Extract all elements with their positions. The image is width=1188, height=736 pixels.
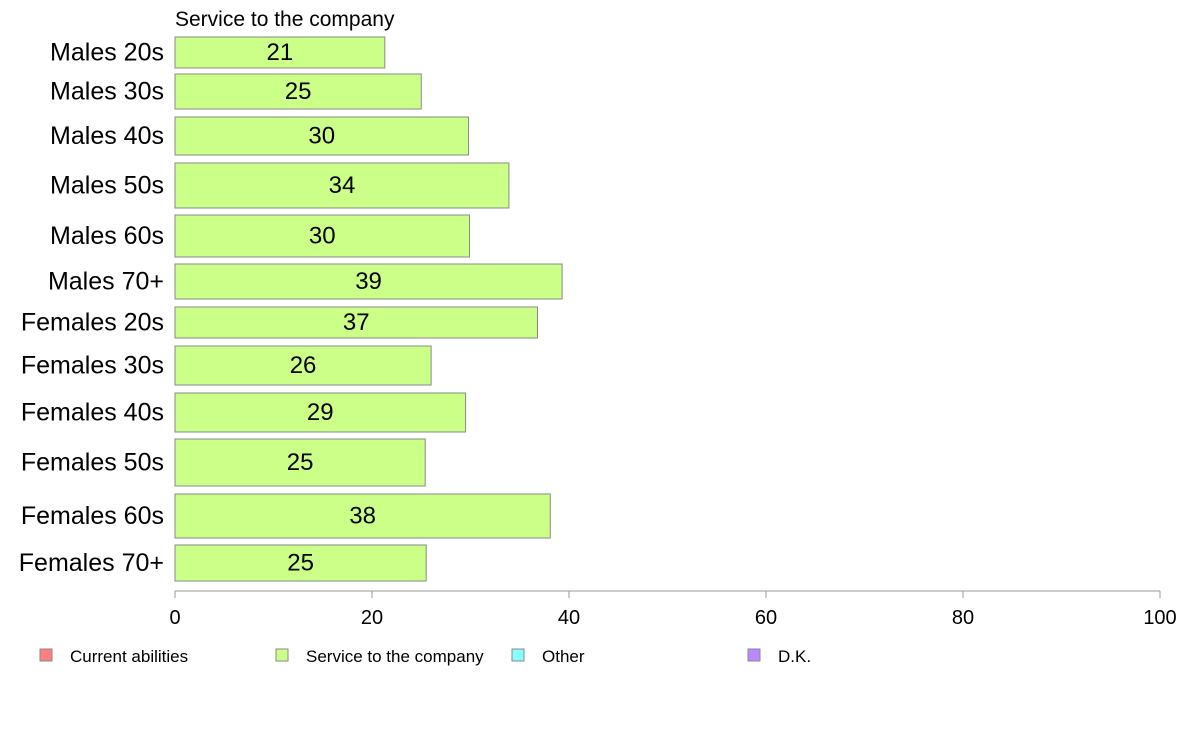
data-label: 25	[287, 449, 314, 476]
category-label: Females 30s	[21, 352, 164, 380]
x-axis: 0 20 40 60 80 100	[169, 590, 1177, 629]
legend-swatch	[275, 648, 289, 662]
bar	[174, 116, 470, 156]
category-label: Males 40s	[50, 122, 164, 150]
x-tick-label: 40	[558, 607, 580, 629]
category-label: Females 50s	[21, 449, 164, 477]
data-label: 38	[349, 503, 376, 530]
bar	[174, 345, 432, 386]
bar	[174, 36, 386, 69]
x-tick-label: 100	[1143, 607, 1176, 629]
category-label: Females 60s	[21, 502, 164, 530]
data-label: 25	[285, 78, 312, 105]
data-label: 39	[355, 268, 382, 295]
bar	[174, 544, 427, 582]
bar	[174, 73, 422, 110]
legend-label: Current abilities	[70, 647, 188, 666]
category-label: Males 20s	[50, 39, 164, 67]
category-label: Males 70+	[48, 268, 164, 296]
bar	[174, 214, 471, 258]
legend-swatch	[511, 648, 525, 662]
category-label: Males 60s	[50, 222, 164, 250]
category-label: Females 70+	[19, 549, 164, 577]
data-label: 30	[309, 223, 336, 250]
category-label: Females 20s	[21, 309, 164, 337]
data-label: 26	[290, 352, 317, 379]
category-label: Males 30s	[50, 78, 164, 106]
bar	[174, 162, 510, 209]
data-label: 29	[307, 399, 334, 426]
series-title: Service to the company	[175, 8, 395, 31]
x-tick-label: 0	[169, 607, 180, 629]
legend: Current abilities Service to the company O…	[39, 647, 811, 666]
legend-label: D.K.	[778, 647, 811, 666]
data-label: 21	[267, 39, 294, 66]
data-label: 25	[287, 550, 314, 577]
category-label: Males 50s	[50, 172, 164, 200]
bars-group: Males 20s 21 Males 30s 25 Males 40s 30 Males 5…	[19, 36, 563, 582]
bar	[174, 263, 563, 300]
x-tick-label: 60	[755, 607, 777, 629]
category-label: Females 40s	[21, 399, 164, 427]
bar	[174, 392, 467, 433]
legend-label: Service to the company	[306, 647, 484, 666]
bar	[174, 306, 538, 339]
x-tick-label: 80	[952, 607, 974, 629]
legend-swatch	[747, 648, 761, 662]
data-label: 37	[343, 309, 370, 336]
data-label: 34	[329, 172, 356, 199]
legend-swatch	[39, 648, 53, 662]
legend-label: Other	[542, 647, 585, 666]
x-tick-label: 20	[361, 607, 383, 629]
data-label: 30	[308, 123, 335, 150]
bar	[174, 438, 426, 487]
bar	[174, 493, 551, 539]
